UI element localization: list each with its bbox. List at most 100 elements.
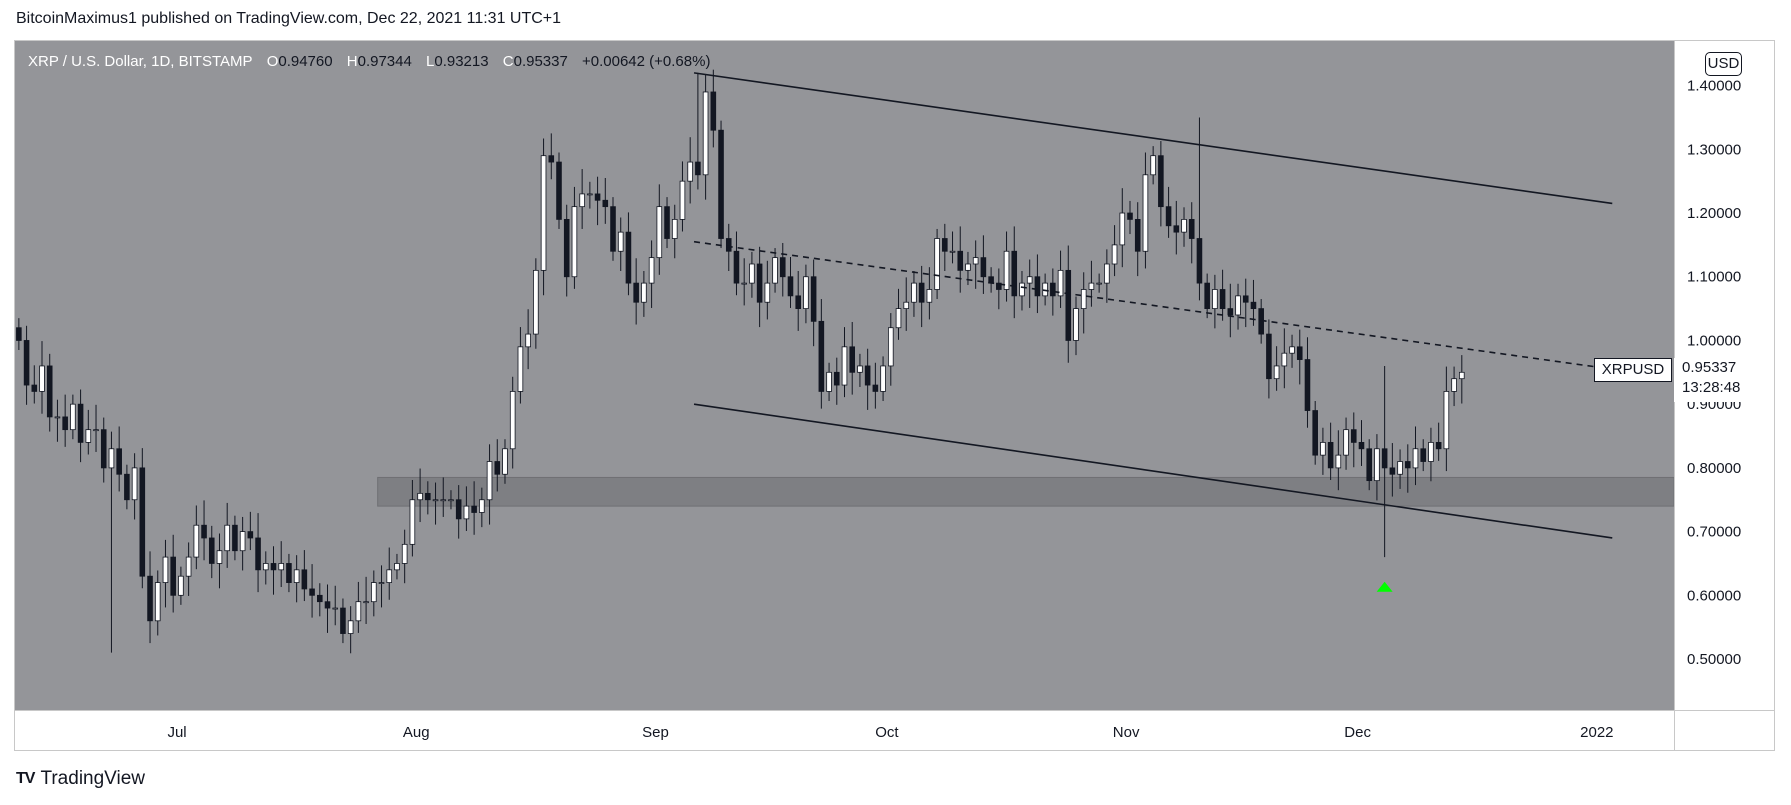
candle-body [803,276,809,310]
candle [239,516,246,571]
candle-body [702,91,709,176]
candle-body [1389,467,1396,475]
candle-body [1443,391,1450,450]
legend-high-label: H [346,53,358,70]
candle [1050,268,1056,316]
candle [1142,152,1149,269]
candle-body [23,340,30,386]
candle [957,226,964,293]
candle-body [563,218,570,278]
candle-body [1104,263,1110,284]
candle-body [255,537,261,571]
candle-body [965,263,971,271]
candle-body [154,582,161,622]
candle [147,551,153,644]
candle [347,606,354,654]
candle-body [1165,206,1172,227]
candle-body [1266,333,1272,380]
candle [1080,272,1087,334]
candle [641,271,647,317]
candle [216,533,223,589]
candle [571,186,578,289]
candle-body [378,582,385,584]
price-tick-label: 1.30000 [1687,141,1741,158]
candle [124,464,130,510]
candle-body [139,467,146,577]
candle-body [1327,441,1334,469]
candle [1343,417,1349,470]
candle [687,137,693,204]
currency-button[interactable]: USD [1705,52,1742,76]
candle [432,482,439,525]
candle [833,357,840,405]
candle-body [625,231,632,284]
price-chart [16,69,1675,654]
legend-low-label: L [426,53,435,70]
candle [733,231,740,296]
candle [980,235,987,294]
candle-body [1374,448,1380,482]
legend-high-value: 0.97344 [357,53,412,70]
time-axis[interactable]: Jul Aug Sep Oct Nov Dec 2022 [15,710,1674,750]
candle [355,581,362,633]
candle [942,223,948,272]
candle-body [857,365,863,373]
candle [648,240,655,308]
candle [1273,346,1280,391]
candle [31,365,38,404]
chart-plot-area[interactable] [15,41,1675,710]
candle [880,356,886,401]
candle [208,525,215,579]
green-arrow-icon [1376,581,1393,592]
candle [1312,400,1318,465]
candle [232,515,238,561]
candle [1350,412,1357,468]
price-tick-label: 0.60000 [1687,587,1741,604]
candle-body [1127,212,1133,220]
legend-close-label: C [502,53,514,70]
candle-body [216,550,223,564]
time-tick-label: Oct [875,724,899,741]
candle-body [548,155,555,163]
legend-low-value: 0.93213 [434,53,489,70]
candle-body [116,448,122,475]
price-tick-label: 0.80000 [1687,460,1741,477]
candle-body [996,282,1002,290]
candle [46,353,53,432]
candle-body [656,206,663,259]
candle [70,394,76,440]
candle [563,204,570,297]
candle [1104,249,1110,303]
candle [548,133,555,180]
candle-body [108,448,115,469]
footer-brand[interactable]: TV TradingView [16,768,145,790]
candle [332,585,339,626]
candle [247,511,254,551]
candle-body [409,499,416,545]
candle-body [363,601,369,604]
candle [1420,439,1427,472]
candle-body [741,282,747,285]
price-tick-label: 1.40000 [1687,78,1741,95]
candle [1397,449,1403,489]
candle-body [1188,218,1195,239]
candle-body [633,282,639,303]
candle [1381,365,1388,558]
candle [934,228,940,300]
time-tick-label: Sep [642,724,669,741]
candle-body [679,180,686,220]
tradingview-logo-icon: TV [16,770,35,787]
candle-body [826,371,832,392]
candle-body [1235,295,1241,316]
axis-corner [1674,710,1774,750]
candle [317,583,323,617]
candle [363,576,369,624]
candle [1250,279,1257,326]
candle-body [918,282,925,303]
candle-body [733,250,740,284]
candle [895,288,902,340]
candle-body [1119,212,1126,246]
candle-body [1281,352,1288,367]
candle [903,277,910,331]
candle-body [509,391,516,450]
